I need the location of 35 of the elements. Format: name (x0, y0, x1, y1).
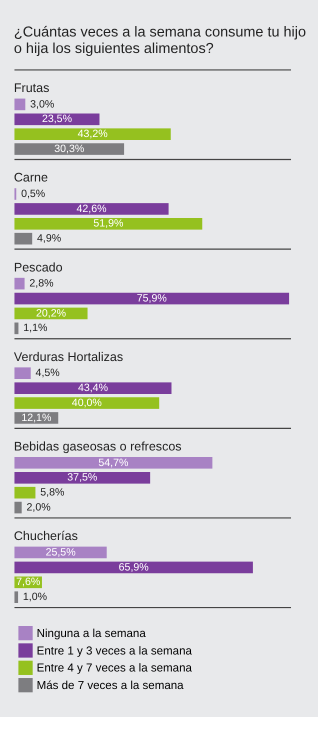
data-label: 1,1% (23, 322, 48, 334)
data-label: 1,0% (22, 591, 48, 604)
y-tick-label: Bebidas gaseosas o refrescos (14, 440, 182, 454)
legend-label: Más de 7 veces a la semana (36, 680, 184, 692)
data-label: 51,9% (93, 218, 124, 230)
data-label: 65,9% (118, 561, 150, 574)
data-label: 2,8% (29, 278, 54, 290)
data-label: 37,5% (67, 472, 98, 484)
data-label: 4,5% (36, 367, 60, 380)
data-label: 40,0% (72, 396, 102, 409)
legend-label: Entre 4 y 7 veces a la semana (36, 662, 193, 675)
data-label: 3,0% (30, 98, 55, 110)
data-label: 54,7% (98, 456, 130, 469)
data-label: 4,9% (37, 232, 62, 245)
data-label: 25,5% (46, 546, 76, 558)
data-label: 0,5% (21, 188, 46, 200)
y-tick-label: Chucherías (14, 529, 78, 544)
data-label: 43,4% (78, 382, 109, 394)
data-label: 2,0% (26, 501, 52, 514)
y-tick-label: Verduras Hortalizas (14, 350, 124, 364)
data-label: 5,8% (40, 486, 65, 499)
chart-title: ¿Cuántas veces a la semana consume tu hijo o hija los siguientes alimentos? (14, 24, 306, 57)
y-tick-label: Frutas (14, 81, 50, 96)
legend-label: Ninguna a la semana (36, 628, 146, 640)
data-label: 20,2% (36, 307, 67, 320)
data-label: 75,9% (136, 292, 168, 304)
data-label: 30,3% (54, 142, 85, 155)
y-tick-label: Pescado (14, 260, 63, 274)
data-label: 7,6% (16, 576, 41, 588)
data-label: 12,1% (21, 412, 52, 424)
data-label: 42,6% (76, 202, 108, 215)
data-label: 43,2% (78, 128, 108, 140)
data-label: 23,5% (42, 113, 73, 126)
y-tick-label: Carne (14, 170, 48, 185)
legend-label: Entre 1 y 3 veces a la semana (36, 645, 193, 658)
